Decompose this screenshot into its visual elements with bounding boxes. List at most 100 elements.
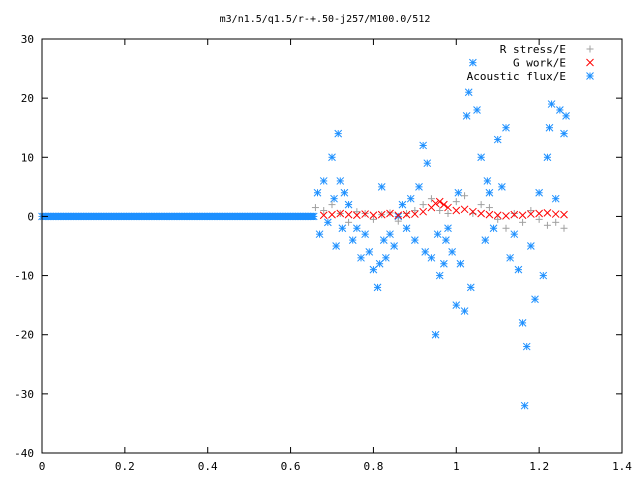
data-point [353,208,361,216]
data-point [527,207,535,215]
data-point [510,230,519,239]
chart-title: m3/n1.5/q1.5/r-+.50-j257/M100.0/512 [220,14,431,25]
data-point [552,218,560,226]
data-point [543,209,552,217]
data-point [386,230,394,239]
data-point [444,224,452,233]
axis-ticks: 0 0.2 0.4 0.6 0.8 1 1.2 1.4 -40 -30 -20 -10 0 10 20 30 [14,33,632,473]
data-point [494,215,502,223]
data-point [448,248,456,256]
data-point [477,209,485,218]
series-g-work-e [319,197,568,220]
data-point [353,224,361,233]
data-point [444,203,452,212]
data-point [344,200,353,209]
data-point [313,188,322,197]
data-point [514,265,523,274]
data-point [510,210,519,219]
data-point [562,112,570,120]
data-point [332,242,340,250]
y-tick-label: -30 [14,388,34,401]
data-point [452,301,461,309]
data-point [423,159,432,168]
data-point [520,401,529,410]
data-point [427,253,436,262]
legend-label: Acoustic flux/E [467,70,566,83]
data-point [421,248,430,256]
data-point [535,215,543,223]
data-point [527,210,535,218]
data-point [345,218,353,226]
data-point [519,218,527,226]
plot-marks [38,58,570,410]
data-point [394,217,402,225]
data-point [502,123,510,132]
data-point [485,210,494,219]
data-point [469,207,477,216]
data-point [402,224,411,233]
data-point [365,248,374,256]
data-point [436,207,444,215]
data-point [419,207,427,216]
data-point [319,177,328,185]
data-point [311,204,319,212]
data-point [415,183,423,191]
data-point [338,224,347,233]
data-point [431,330,440,339]
data-point [373,283,382,292]
x-tick-label: 0.4 [198,460,218,473]
data-point [489,224,498,233]
data-point [369,215,377,223]
data-point [444,209,452,217]
y-tick-label: 10 [21,151,34,164]
data-point [382,253,390,262]
data-point [411,236,419,244]
data-point [493,135,502,144]
data-point [406,194,415,203]
legend-marker [586,72,594,80]
data-point [462,112,471,120]
data-point [324,218,332,227]
data-point [419,201,427,209]
legend-marker [586,58,594,67]
data-point [510,209,518,217]
data-point [394,211,403,220]
data-point [477,201,485,209]
data-point [543,153,552,162]
data-point [315,230,324,239]
data-point [477,153,485,162]
x-tick-label: 0.8 [363,460,383,473]
data-point [433,230,442,239]
data-point [547,100,556,108]
data-point [379,236,388,244]
data-point [460,205,469,214]
y-tick-label: 30 [21,33,34,46]
data-point [357,253,365,262]
data-point [531,295,539,304]
data-point [334,129,343,138]
data-point [460,307,469,315]
data-point [493,211,502,220]
data-point [539,271,548,280]
data-point [440,259,448,268]
data-point [502,211,510,220]
data-point [466,283,475,292]
data-point [435,271,444,280]
data-point [498,183,506,191]
data-point [440,200,448,209]
data-point [454,188,463,197]
legend-entry: R stress/E [500,43,594,56]
data-point [377,183,386,191]
data-point [522,342,531,351]
data-point [456,259,465,268]
data-point [348,236,357,244]
data-point [560,129,568,138]
x-tick-label: 0 [39,460,46,473]
legend-marker [586,45,594,53]
data-point [535,209,543,218]
acoustic-baseline-point [309,212,318,221]
y-tick-label: 20 [21,92,34,105]
data-point [469,58,477,67]
legend-label: R stress/E [500,43,566,56]
